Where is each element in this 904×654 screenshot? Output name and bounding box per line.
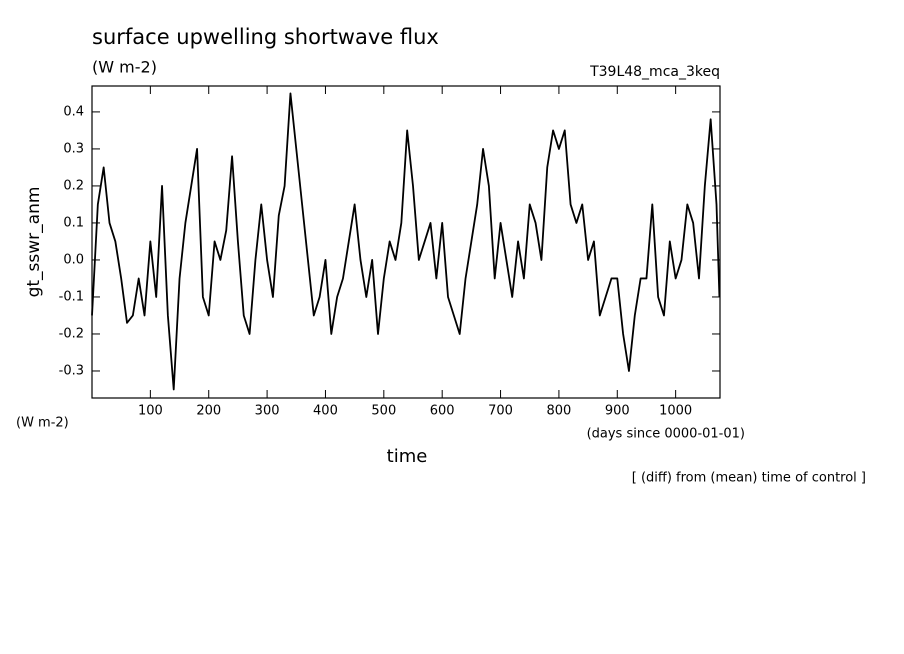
note: [ (diff) from (mean) time of control ] xyxy=(632,471,866,486)
x-units: (days since 0000-01-01) xyxy=(587,427,745,442)
x-tick-label: 100 xyxy=(138,404,163,419)
x-tick-label: 400 xyxy=(313,404,338,419)
y-tick-label: 0.4 xyxy=(63,104,84,119)
y-tick-label: 0.2 xyxy=(63,178,84,193)
x-tick-label: 900 xyxy=(605,404,630,419)
x-tick-label: 700 xyxy=(488,404,513,419)
x-tick-label: 200 xyxy=(196,404,221,419)
x-tick-label: 500 xyxy=(371,404,396,419)
y-tick-label: -0.3 xyxy=(59,363,84,378)
x-axis-label: time xyxy=(387,446,428,467)
y-tick-label: 0.3 xyxy=(63,141,84,156)
x-tick-label: 600 xyxy=(430,404,455,419)
y-tick-label: -0.2 xyxy=(59,326,84,341)
y-units: (W m-2) xyxy=(16,416,69,431)
units: (W m-2) xyxy=(92,58,157,77)
chart-title: surface upwelling shortwave flux xyxy=(92,25,439,49)
x-tick-label: 300 xyxy=(255,404,280,419)
x-tick-label: 1000 xyxy=(659,404,692,419)
y-tick-label: -0.1 xyxy=(59,289,84,304)
data-line xyxy=(91,92,721,391)
plot-frame xyxy=(91,85,721,399)
y-tick-label: 0.0 xyxy=(63,252,84,267)
y-tick-label: 0.1 xyxy=(63,215,84,230)
y-axis-label: gt_sswr_anm xyxy=(24,187,44,298)
run-label: T39L48_mca_3keq xyxy=(589,64,720,80)
x-tick-label: 800 xyxy=(547,404,572,419)
